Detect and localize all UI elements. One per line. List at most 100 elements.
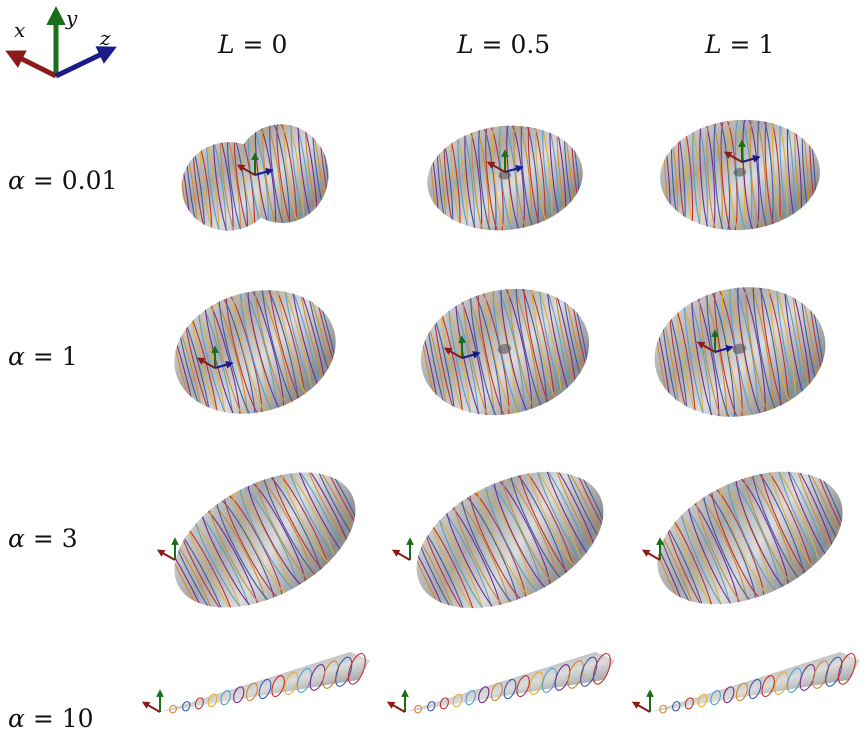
local-y-arrow-icon [458,335,466,358]
field-curve [335,656,353,687]
local-y-arrow-icon [646,689,654,712]
local-x-arrow-icon [696,341,716,353]
local-x-arrow-icon [641,549,661,561]
row-label-1: α = 1 [8,342,78,371]
local-x-arrow-icon [486,161,506,173]
field-curve [710,689,721,706]
surface-r2-c2 [636,445,864,631]
x-axis-arrow-icon [5,50,58,79]
field-curve [322,660,339,689]
field-curve [659,704,668,714]
row-label-3: α = 10 [8,704,94,733]
local-y-arrow-icon [156,689,164,712]
local-x-arrow-icon [723,151,743,163]
field-curve [182,701,191,712]
local-z-arrow-icon [714,345,734,353]
field-curve [233,686,245,704]
axis-label-z: z [100,26,111,50]
local-axes-icon [723,139,761,163]
local-y-arrow-icon [211,345,219,368]
surface-r2-c0 [152,444,378,636]
local-z-arrow-icon [214,361,234,369]
column-label-0: L = 0 [218,30,288,59]
local-x-arrow-icon [236,164,256,176]
local-axes-icon [236,152,274,176]
field-curve [697,693,708,708]
center-dimple [497,343,512,355]
local-x-arrow-icon [196,357,216,369]
row-label-0: α = 0.01 [8,166,118,195]
field-curve [465,689,476,706]
local-y-arrow-icon [171,537,179,560]
field-curve [258,678,272,700]
field-curve [503,678,517,700]
surface-r2-c1 [394,444,626,636]
local-axes-icon [641,537,664,561]
surface-r1-c0 [160,272,350,432]
field-curve [672,701,681,712]
field-curve [837,652,856,685]
local-x-arrow-icon [391,549,411,561]
column-label-2: L = 1 [705,30,775,59]
field-curve [529,671,544,696]
z-axis-arrow-icon [54,46,117,79]
local-y-arrow-icon [406,537,414,560]
local-axes-icon [156,537,179,561]
field-curve [207,693,218,708]
field-curve [414,704,423,714]
field-curve [169,704,178,714]
field-curve [825,656,843,687]
field-curve [580,656,598,687]
local-axes-icon [696,329,734,353]
field-curve [245,682,258,702]
surface-r3-c2 [650,652,860,714]
row-label-2: α = 3 [8,524,78,553]
axis-label-y: y [66,6,78,30]
local-y-arrow-icon [738,139,746,162]
local-x-arrow-icon [141,701,161,713]
axis-label-x: x [14,18,26,42]
local-y-arrow-icon [656,537,664,560]
field-curve [452,693,463,708]
field-curve [761,675,775,698]
surface-r0-c1 [421,118,589,238]
field-curve [490,682,503,702]
surface-r1-c1 [408,273,602,431]
field-curve [439,697,449,710]
local-axes-icon [443,335,481,359]
field-curve [567,660,584,689]
y-axis-arrow-icon [46,6,66,76]
field-curve [427,701,436,712]
field-curve [516,675,530,698]
surface-r3-c1 [405,652,615,714]
field-curve [194,697,204,710]
center-dimple [498,171,511,180]
local-axes-icon [631,689,654,713]
field-curve [684,697,694,710]
field-curve [592,652,611,685]
local-z-arrow-icon [461,351,481,359]
field-curve [748,678,762,700]
center-dimple [732,343,747,355]
surface-r3-c0 [160,652,370,714]
surface-r0-c2 [656,114,824,236]
local-y-arrow-icon [501,149,509,172]
field-curve [347,652,366,685]
local-axes-icon [391,537,414,561]
column-label-1: L = 0.5 [457,30,551,59]
surface-r0-c0 [175,118,335,237]
field-curve [774,671,789,696]
center-dimple [733,167,747,177]
local-x-arrow-icon [156,549,176,561]
local-axes-icon [486,149,524,173]
local-axes-icon [141,689,164,713]
local-y-arrow-icon [251,152,259,175]
field-curve [723,686,735,704]
field-curve [735,682,748,702]
local-y-arrow-icon [711,329,719,352]
field-curve [220,689,231,706]
surface-r1-c2 [644,274,836,430]
local-x-arrow-icon [386,701,406,713]
